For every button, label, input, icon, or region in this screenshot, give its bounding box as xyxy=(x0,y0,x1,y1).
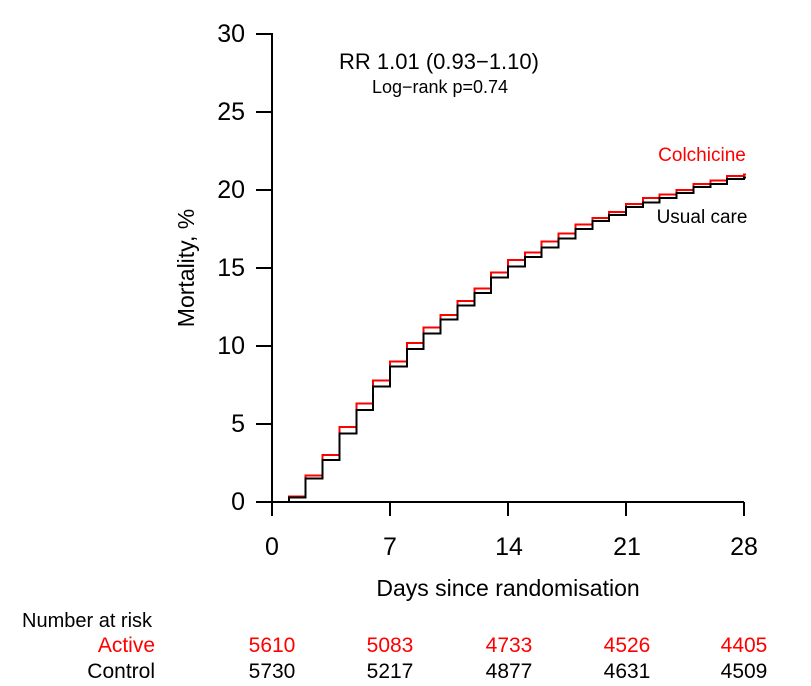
axis-lines xyxy=(256,33,744,516)
usual-care-curve-label: Usual care xyxy=(656,207,748,228)
y-axis-title: Mortality, % xyxy=(173,208,199,328)
risk-value-control-day7: 5217 xyxy=(366,660,414,683)
risk-value-control-day21: 4631 xyxy=(603,660,651,683)
number-at-risk-title: Number at risk xyxy=(22,610,153,632)
usual-care-curve xyxy=(272,176,746,503)
y-tick-label-10: 10 xyxy=(217,332,245,360)
risk-value-active-day0: 5610 xyxy=(248,634,296,657)
risk-value-active-day28: 4405 xyxy=(720,634,768,657)
colchicine-curve-label: Colchicine xyxy=(658,145,746,166)
risk-value-active-day21: 4526 xyxy=(603,634,651,657)
y-tick-label-5: 5 xyxy=(231,410,245,438)
y-tick-label-20: 20 xyxy=(217,176,245,204)
y-tick-label-0: 0 xyxy=(231,488,245,516)
x-tick-label-28: 28 xyxy=(730,533,758,561)
y-tick-label-30: 30 xyxy=(217,20,245,48)
x-axis-title: Days since randomisation xyxy=(376,575,640,601)
y-tick-label-15: 15 xyxy=(217,254,245,282)
axis-tick-marks xyxy=(256,33,745,516)
risk-row-label-active: Active xyxy=(97,634,155,657)
risk-value-control-day28: 4509 xyxy=(720,660,768,683)
risk-value-control-day14: 4877 xyxy=(485,660,533,683)
risk-value-control-day0: 5730 xyxy=(248,660,296,683)
risk-value-active-day7: 5083 xyxy=(366,634,414,657)
risk-value-active-day14: 4733 xyxy=(485,634,533,657)
x-tick-label-14: 14 xyxy=(495,533,523,561)
y-tick-label-25: 25 xyxy=(217,98,245,126)
logrank-annotation: Log−rank p=0.74 xyxy=(371,77,509,97)
risk-row-label-control: Control xyxy=(87,660,155,683)
x-tick-label-21: 21 xyxy=(613,533,641,561)
x-tick-label-7: 7 xyxy=(383,533,397,561)
x-tick-label-0: 0 xyxy=(265,533,279,561)
rr-annotation: RR 1.01 (0.93−1.10) xyxy=(339,49,539,74)
